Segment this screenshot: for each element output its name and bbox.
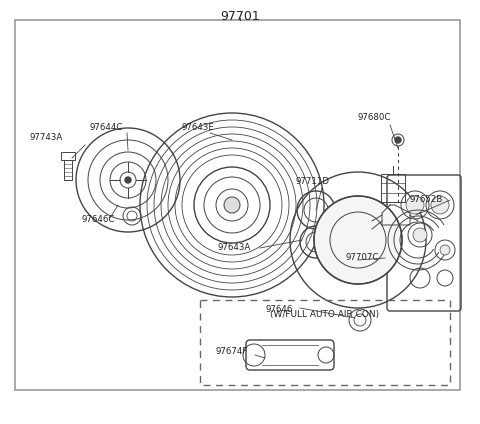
Circle shape bbox=[125, 177, 131, 183]
Bar bbox=[200, 300, 450, 385]
Text: 97643A: 97643A bbox=[218, 243, 251, 253]
Text: 97652B: 97652B bbox=[410, 195, 444, 204]
Bar bbox=[61, 152, 75, 160]
Circle shape bbox=[413, 228, 427, 242]
Text: 97646: 97646 bbox=[265, 306, 292, 315]
Text: 97643E: 97643E bbox=[182, 123, 215, 131]
Text: 97743A: 97743A bbox=[30, 132, 63, 142]
Circle shape bbox=[395, 137, 401, 143]
Bar bbox=[64, 160, 72, 180]
Bar bbox=[15, 20, 460, 390]
Text: 97644C: 97644C bbox=[90, 123, 123, 131]
Text: 97701: 97701 bbox=[220, 10, 260, 23]
Text: 97711D: 97711D bbox=[295, 178, 329, 187]
Text: 97674F: 97674F bbox=[215, 348, 247, 357]
Text: (W/FULL AUTO AIR CON): (W/FULL AUTO AIR CON) bbox=[270, 310, 380, 318]
Text: 97646C: 97646C bbox=[82, 215, 115, 224]
Circle shape bbox=[431, 196, 449, 214]
Circle shape bbox=[224, 197, 240, 213]
Text: 97707C: 97707C bbox=[345, 254, 378, 262]
Circle shape bbox=[314, 196, 402, 284]
Text: 97680C: 97680C bbox=[358, 114, 391, 123]
Circle shape bbox=[440, 245, 450, 255]
Circle shape bbox=[406, 196, 424, 214]
Bar bbox=[381, 174, 405, 202]
